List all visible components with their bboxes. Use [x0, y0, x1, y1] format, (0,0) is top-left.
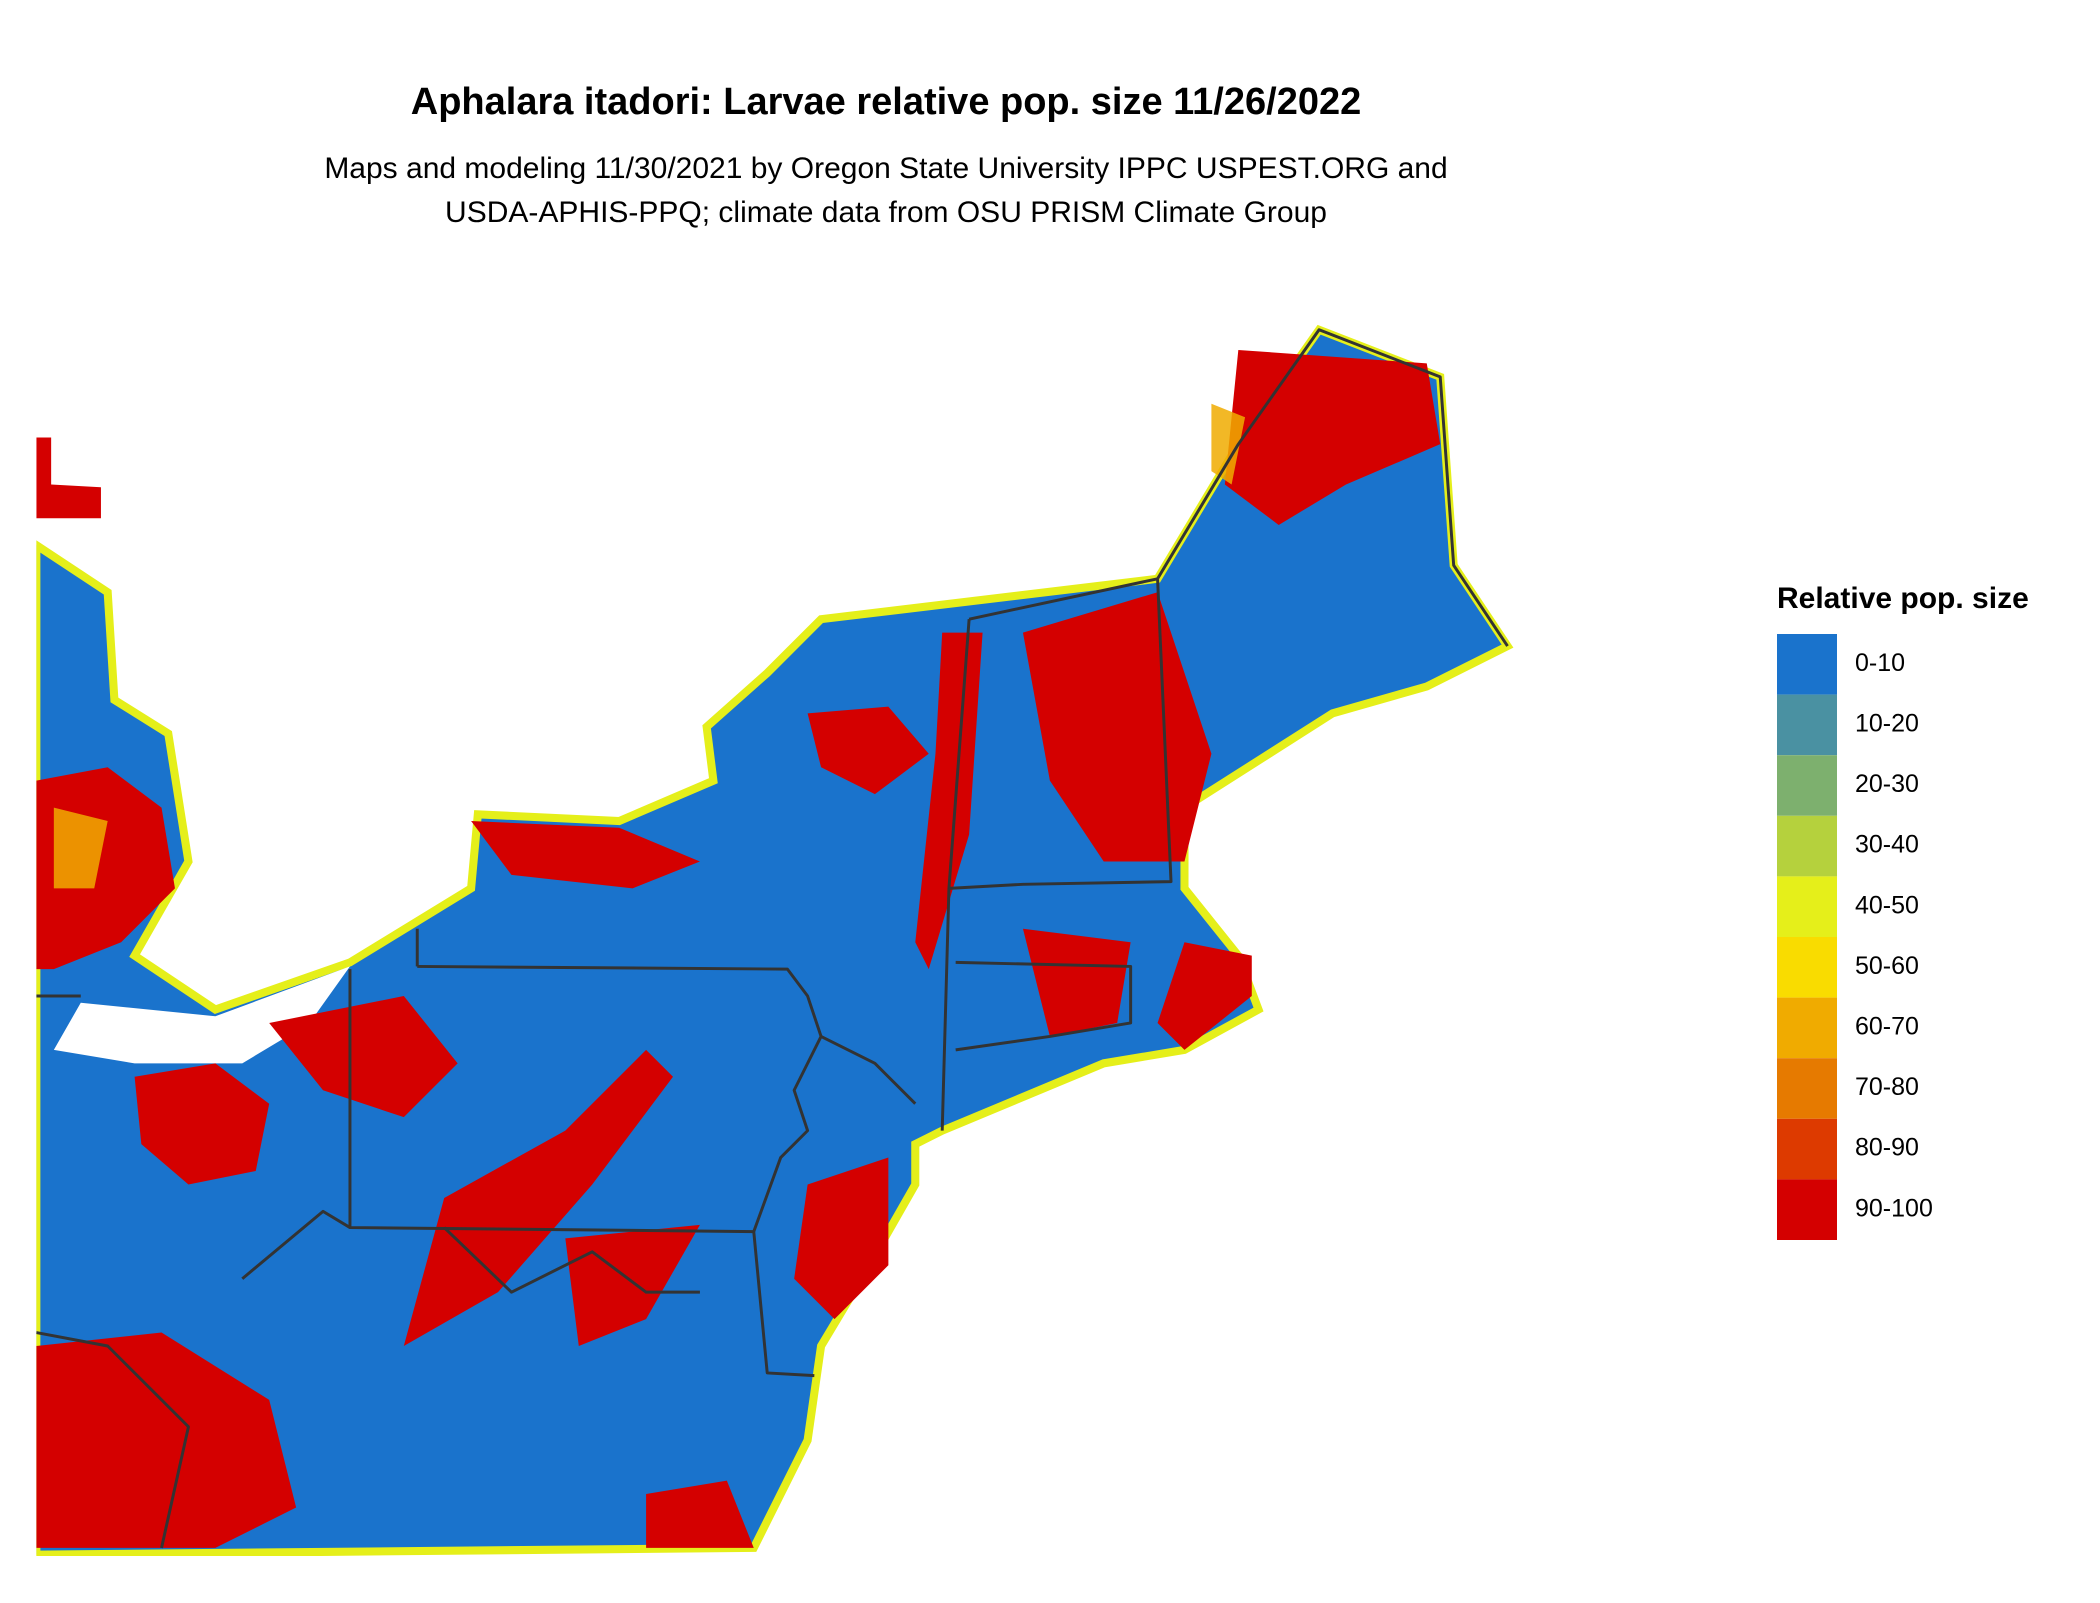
warm-patches [53, 403, 1246, 889]
map-subtitle: USDA-APHIS-PPQ; climate data from OSU PR… [445, 196, 1327, 229]
legend-swatch [1777, 1118, 1837, 1180]
land-fragment [36, 437, 101, 519]
legend-swatch [1777, 876, 1837, 937]
hot-patches [36, 349, 1441, 1548]
legend-label: 0-10 [1855, 649, 1905, 677]
legend-swatch [1777, 937, 1837, 998]
legend-label: 30-40 [1855, 831, 1919, 859]
map-title: Aphalara itadori: Larvae relative pop. s… [411, 81, 1361, 123]
legend-swatch [1777, 815, 1837, 877]
legend-swatch [1777, 1058, 1837, 1119]
legend-label: 70-80 [1855, 1073, 1919, 1101]
legend-swatch [1777, 694, 1837, 756]
legend-label: 40-50 [1855, 891, 1919, 919]
state-boundaries [36, 328, 1509, 1549]
map [36, 324, 1514, 1556]
legend-swatch [1777, 755, 1837, 816]
legend-label: 10-20 [1855, 710, 1919, 738]
legend-label: 80-90 [1855, 1134, 1919, 1162]
legend-label: 60-70 [1855, 1013, 1919, 1041]
legend-label: 20-30 [1855, 770, 1919, 798]
legend-swatch [1777, 1179, 1837, 1240]
legend-title: Relative pop. size [1777, 582, 2029, 615]
legend-swatch [1777, 997, 1837, 1059]
map-subtitle: Maps and modeling 11/30/2021 by Oregon S… [324, 152, 1447, 185]
legend-label: 90-100 [1855, 1194, 1933, 1222]
lake [53, 966, 350, 1064]
legend-swatch [1777, 634, 1837, 695]
legend: 0-10 10-20 20-30 30-40 40-50 50-60 60-70 70-80 8… [1777, 634, 1933, 1240]
legend-label: 50-60 [1855, 952, 1919, 980]
